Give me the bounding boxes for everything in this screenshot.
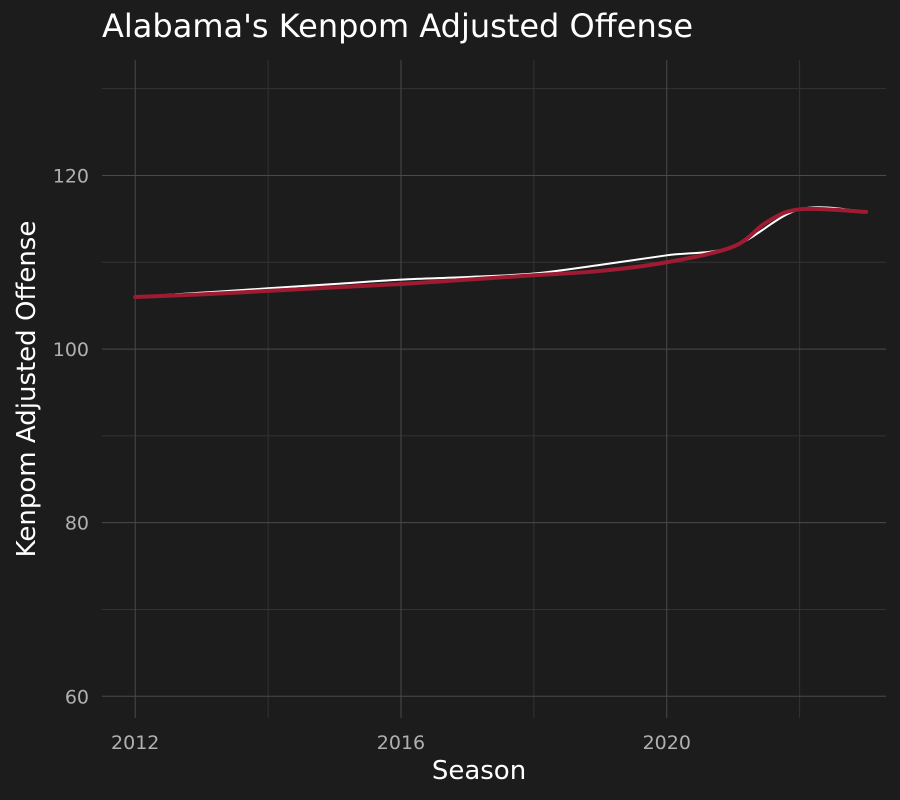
chart-title: Alabama's Kenpom Adjusted Offense: [102, 7, 693, 45]
y-tick-labels: 60 80 100 120: [53, 165, 89, 708]
x-tick-label: 2020: [643, 732, 691, 754]
y-tick-label: 100: [53, 339, 89, 361]
y-tick-label: 80: [65, 513, 89, 535]
x-axis-title: Season: [432, 756, 526, 786]
minor-gridlines: [102, 60, 886, 718]
major-gridlines: [102, 60, 886, 718]
y-tick-label: 60: [65, 686, 89, 708]
x-tick-label: 2012: [111, 732, 159, 754]
x-tick-labels: 2012 2016 2020: [111, 732, 691, 754]
x-tick-label: 2016: [377, 732, 425, 754]
y-tick-label: 120: [53, 165, 89, 187]
y-axis-title: Kenpom Adjusted Offense: [12, 221, 42, 558]
series-layer: [133, 206, 869, 299]
crimson-series-line: [133, 206, 869, 299]
white-series-line: [134, 206, 868, 298]
